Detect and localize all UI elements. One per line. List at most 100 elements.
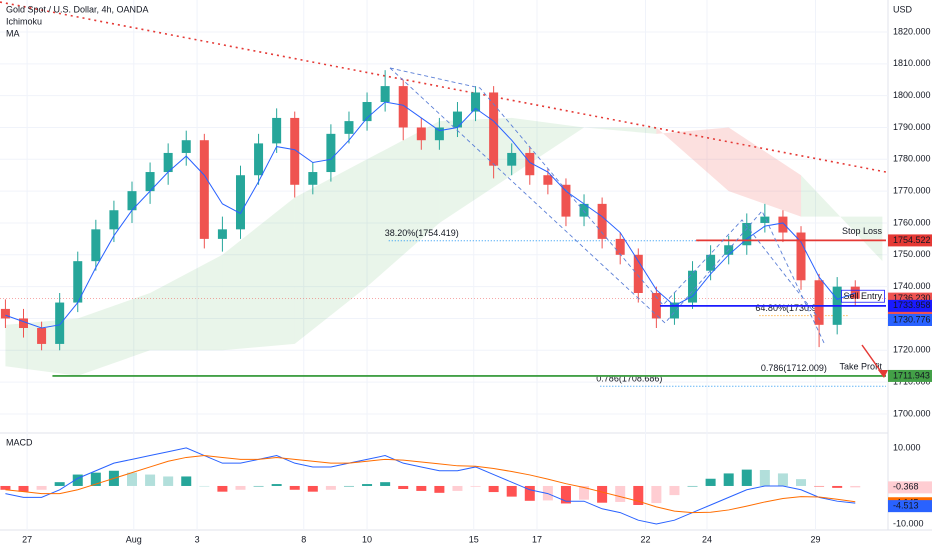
macd-tick-label: 10.000	[893, 442, 921, 452]
macd-histogram-bar	[362, 484, 373, 486]
macd-histogram-bar	[163, 476, 174, 486]
candle-body	[145, 172, 155, 192]
macd-histogram-bar	[579, 485, 590, 500]
y-tick-label: 1720.000	[893, 345, 931, 355]
macd-histogram-bar	[199, 485, 210, 487]
price-badge	[888, 234, 932, 247]
macd-histogram-bar	[452, 485, 463, 491]
x-tick-label: 3	[195, 534, 200, 544]
candle-body	[398, 86, 408, 128]
zigzag-inner	[389, 67, 821, 321]
fib-label: 0.786(1712.009)	[761, 363, 827, 373]
chart-title: Gold Spot / U.S. Dollar, 4h, OANDA	[6, 4, 149, 14]
candle-body	[55, 302, 65, 344]
price-badge	[888, 500, 932, 513]
macd-histogram-bar	[759, 469, 770, 486]
macd-histogram-bar	[687, 485, 698, 487]
y-tick-label: 1780.000	[893, 154, 931, 164]
macd-histogram-bar	[777, 473, 788, 486]
macd-histogram-bar	[90, 472, 101, 486]
candle-body	[254, 143, 264, 176]
y-tick-label: 1770.000	[893, 186, 931, 196]
candle-body	[272, 117, 282, 144]
x-tick-label: 27	[22, 534, 32, 544]
macd-histogram-bar	[832, 485, 843, 488]
y-tick-label: 1800.000	[893, 90, 931, 100]
cloud-segment	[801, 175, 883, 262]
candle-body	[507, 152, 517, 166]
macd-histogram-bar	[343, 485, 354, 487]
y-tick-label: 1760.000	[893, 217, 931, 227]
y-tick-label: 1810.000	[893, 58, 931, 68]
candle-body	[181, 140, 191, 153]
macd-histogram-bar	[126, 472, 137, 486]
candle-body	[0, 308, 10, 319]
x-tick-label: 22	[641, 534, 651, 544]
macd-histogram-bar	[72, 474, 83, 486]
macd-histogram-bar	[560, 485, 571, 504]
candle-body	[633, 254, 643, 293]
fib-label: 38.20%(1754.419)	[385, 228, 459, 238]
cloud-segment	[367, 121, 440, 287]
candle-body	[217, 229, 227, 239]
fib-label: 64.80%(1730.9	[755, 303, 816, 313]
cloud-segment	[728, 127, 802, 217]
y-tick-label: 1820.000	[893, 26, 931, 36]
candle-body	[163, 152, 173, 173]
candle-body	[471, 92, 481, 112]
candle-body	[19, 318, 29, 329]
macd-histogram-bar	[54, 482, 65, 486]
price-badge	[888, 369, 932, 382]
macd-histogram-bar	[235, 485, 246, 490]
trendline	[0, 1, 887, 173]
macd-histogram-bar	[814, 485, 825, 487]
ma-line	[5, 101, 856, 329]
y-tick-label: 1750.000	[893, 249, 931, 259]
y-tick-label: 1790.000	[893, 122, 931, 132]
macd-histogram-bar	[307, 485, 318, 492]
candle-body	[109, 210, 119, 230]
price-badge-label: 1711.943	[893, 370, 930, 380]
cloud-segment	[294, 159, 368, 344]
candle-body	[235, 175, 245, 230]
candle-body	[796, 232, 806, 281]
macd-histogram-bar	[506, 485, 517, 497]
candle-body	[669, 302, 679, 319]
price-badge-label: 1736.230	[893, 293, 931, 303]
price-badge-label: 1754.522	[893, 235, 931, 245]
candle-body	[706, 254, 716, 271]
macd-histogram-bar	[289, 485, 300, 490]
cloud-segment	[150, 254, 223, 351]
macd-histogram-bar	[398, 485, 409, 490]
macd-title: MACD	[6, 437, 33, 447]
candle-body	[434, 127, 444, 141]
candle-body	[615, 238, 625, 255]
price-badge-label: 1730.776	[893, 314, 931, 324]
candle-body	[760, 216, 770, 223]
x-tick-label: 10	[362, 534, 372, 544]
macd-histogram-bar	[850, 485, 861, 488]
price-badge-label: 1733.958	[893, 300, 931, 310]
macd-histogram-bar	[723, 473, 734, 486]
macd-histogram-bar	[18, 485, 29, 492]
cloud-segment	[77, 292, 151, 376]
x-tick-label: 8	[301, 534, 306, 544]
x-tick-label: 15	[469, 534, 479, 544]
cloud-segment	[584, 127, 657, 134]
candle-body	[489, 92, 499, 166]
cloud-segment	[222, 197, 295, 351]
indicator-label: MA	[6, 28, 20, 38]
macd-histogram-bar	[633, 485, 644, 505]
level-label-box	[841, 289, 885, 303]
macd-histogram-bar	[669, 485, 680, 496]
candle-body	[597, 203, 607, 239]
candle-body	[688, 270, 698, 303]
macd-histogram-bar	[524, 485, 535, 501]
macd-histogram-bar	[615, 485, 626, 502]
candle-body	[850, 286, 860, 299]
candle-body	[37, 328, 47, 344]
indicator-label: Ichimoku	[6, 16, 42, 26]
candle-body	[452, 111, 462, 128]
macd-histogram-bar	[36, 485, 47, 490]
